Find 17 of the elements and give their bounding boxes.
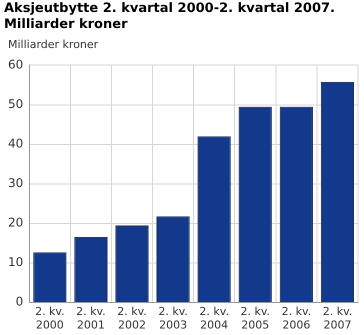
y-axis-title: Milliarder kroner: [8, 38, 98, 51]
y-tick-label: 60: [8, 57, 24, 72]
x-tick-label: 2. kv. 2001: [76, 305, 106, 332]
x-tick-label: 2. kv. 2004: [199, 305, 229, 332]
x-tick-label: 2. kv. 2005: [240, 305, 270, 332]
x-tick-label: 2. kv. 2002: [117, 305, 147, 332]
y-tick-label: 10: [8, 255, 24, 270]
x-tick-label: 2. kv. 2000: [35, 305, 65, 332]
y-tick-label: 0: [16, 294, 24, 309]
x-tick-label: 2. kv. 2006: [282, 305, 312, 332]
x-tick-label: 2. kv. 2007: [322, 305, 352, 332]
y-tick-label: 30: [8, 176, 24, 190]
chart-title: Aksjeutbytte 2. kvartal 2000-2. kvartal 2007. Milliarder kroner: [4, 1, 336, 33]
y-tick-label: 20: [8, 216, 24, 230]
y-tick-label: 40: [8, 136, 24, 150]
x-tick-label: 2. kv. 2003: [158, 305, 188, 332]
y-tick-label: 50: [8, 96, 24, 111]
